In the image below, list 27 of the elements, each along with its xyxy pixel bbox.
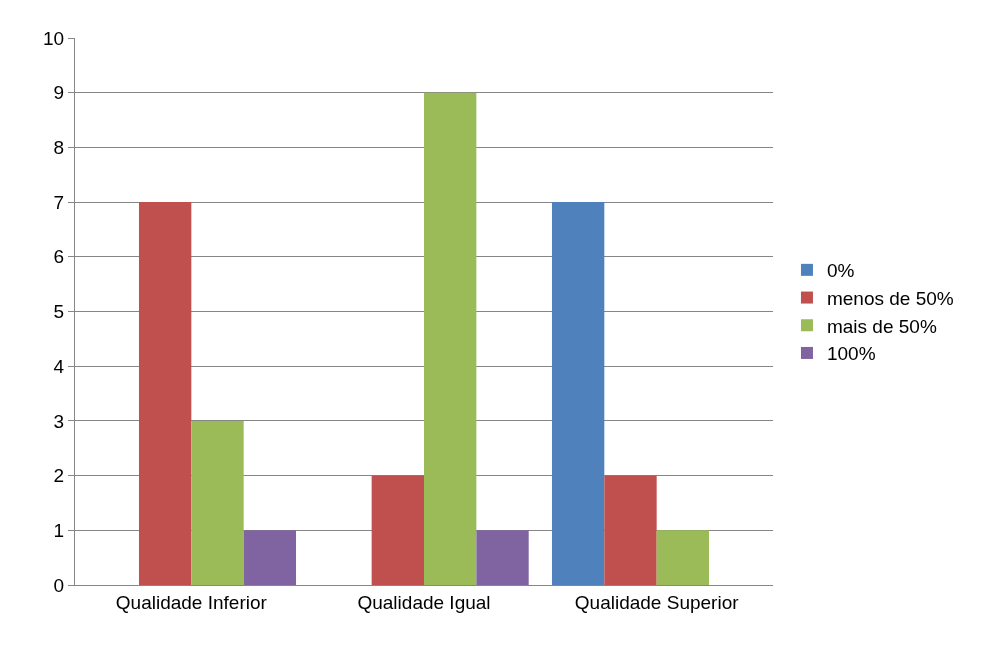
y-tick-label: 9 xyxy=(53,82,65,104)
bar xyxy=(138,202,192,585)
bar xyxy=(371,475,424,585)
x-tick-label: Qualidade Inferior xyxy=(115,591,268,613)
bar xyxy=(604,475,657,585)
legend-label: 100% xyxy=(826,343,876,365)
x-tick-label: Qualidade Superior xyxy=(574,591,740,613)
y-tick-label: 2 xyxy=(53,465,65,487)
legend-label: menos de 50% xyxy=(826,287,954,309)
bar xyxy=(424,92,477,585)
y-tick-label: 4 xyxy=(53,355,65,377)
y-tick-label: 0 xyxy=(53,574,65,596)
y-tick-label: 1 xyxy=(53,519,65,541)
bar xyxy=(476,530,529,585)
y-tick-label: 8 xyxy=(53,137,65,159)
legend-label: 0% xyxy=(826,260,855,282)
bar xyxy=(191,420,244,585)
y-tick-label: 7 xyxy=(53,191,65,213)
y-tick-label: 3 xyxy=(53,410,65,432)
x-tick-label: Qualidade Igual xyxy=(357,591,491,613)
bar xyxy=(551,202,605,585)
y-tick-label: 5 xyxy=(53,301,65,323)
y-tick-label: 6 xyxy=(53,246,65,268)
y-tick-label: 10 xyxy=(43,27,65,49)
bar xyxy=(243,530,297,585)
bar xyxy=(656,530,710,585)
legend-label: mais de 50% xyxy=(826,315,937,337)
